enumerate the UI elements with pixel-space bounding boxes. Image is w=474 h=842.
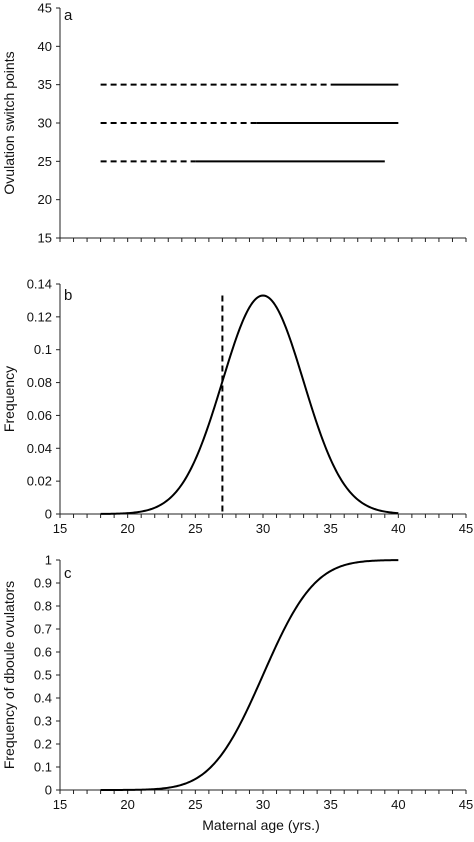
cumulative-curve bbox=[100, 559, 399, 791]
y-tick-label: 0 bbox=[45, 783, 52, 798]
x-tick-label: 30 bbox=[256, 797, 270, 812]
y-tick-label: 45 bbox=[38, 1, 52, 16]
x-tick-label: 40 bbox=[391, 797, 405, 812]
x-tick-label: 30 bbox=[256, 521, 270, 536]
y-tick-label: 0.7 bbox=[34, 622, 52, 637]
y-tick-label: 0.9 bbox=[34, 576, 52, 591]
y-tick-label: 40 bbox=[38, 39, 52, 54]
panel-label: c bbox=[64, 565, 72, 582]
panel-label: b bbox=[64, 287, 72, 304]
x-tick-label: 45 bbox=[459, 521, 473, 536]
x-tick-label: 25 bbox=[188, 521, 202, 536]
y-tick-label: 0.02 bbox=[27, 474, 52, 489]
y-tick-label: 0.12 bbox=[27, 309, 52, 324]
normal-curve bbox=[100, 294, 399, 515]
y-tick-label: 20 bbox=[38, 192, 52, 207]
x-tick-label: 45 bbox=[459, 797, 473, 812]
x-tick-label: 20 bbox=[120, 521, 134, 536]
y-tick-label: 0.14 bbox=[27, 277, 52, 292]
y-tick-label: 0.08 bbox=[27, 375, 52, 390]
y-tick-label: 0.1 bbox=[34, 760, 52, 775]
x-tick-label: 40 bbox=[391, 521, 405, 536]
x-tick-label: 20 bbox=[120, 797, 134, 812]
x-axis-title: Maternal age (yrs.) bbox=[202, 817, 319, 833]
y-tick-label: 0.4 bbox=[34, 691, 52, 706]
y-tick-label: 35 bbox=[38, 77, 52, 92]
y-tick-label: 0.2 bbox=[34, 737, 52, 752]
y-tick-label: 0.5 bbox=[34, 668, 52, 683]
y-tick-label: 0.6 bbox=[34, 645, 52, 660]
y-tick-label: 0.8 bbox=[34, 599, 52, 614]
y-tick-label: 15 bbox=[38, 231, 52, 246]
panel-b: 0 0.02 0.04 0.06 0.08 0.1 0.12 0.14 15 20 25 30 35 40… bbox=[1, 277, 473, 537]
y-tick-label: 0.3 bbox=[34, 714, 52, 729]
x-tick-label: 35 bbox=[323, 797, 337, 812]
x-tick-label: 35 bbox=[323, 521, 337, 536]
x-tick-label: 15 bbox=[53, 797, 67, 812]
panel-label: a bbox=[64, 7, 73, 24]
x-tick-label: 25 bbox=[188, 797, 202, 812]
y-axis-title: Frequency of dboule ovulators bbox=[1, 581, 17, 769]
y-tick-label: 0 bbox=[45, 507, 52, 522]
panel-a: 15 20 25 30 35 40 45 a Ovulation switch points bbox=[1, 1, 467, 246]
y-axis-title: Frequency bbox=[1, 366, 17, 432]
y-axis-title: Ovulation switch points bbox=[1, 51, 17, 194]
y-tick-label: 0.06 bbox=[27, 408, 52, 423]
y-tick-label: 0.1 bbox=[34, 342, 52, 357]
x-tick-label: 15 bbox=[53, 521, 67, 536]
y-tick-label: 30 bbox=[38, 116, 52, 131]
panel-c: 0 0.1 0.2 0.3 0.4 0.5 0.6 0.7 0.8 0.9 1 15 20 25 30 35 4… bbox=[1, 553, 473, 834]
y-tick-label: 1 bbox=[45, 553, 52, 568]
y-tick-label: 25 bbox=[38, 154, 52, 169]
y-tick-label: 0.04 bbox=[27, 441, 52, 456]
